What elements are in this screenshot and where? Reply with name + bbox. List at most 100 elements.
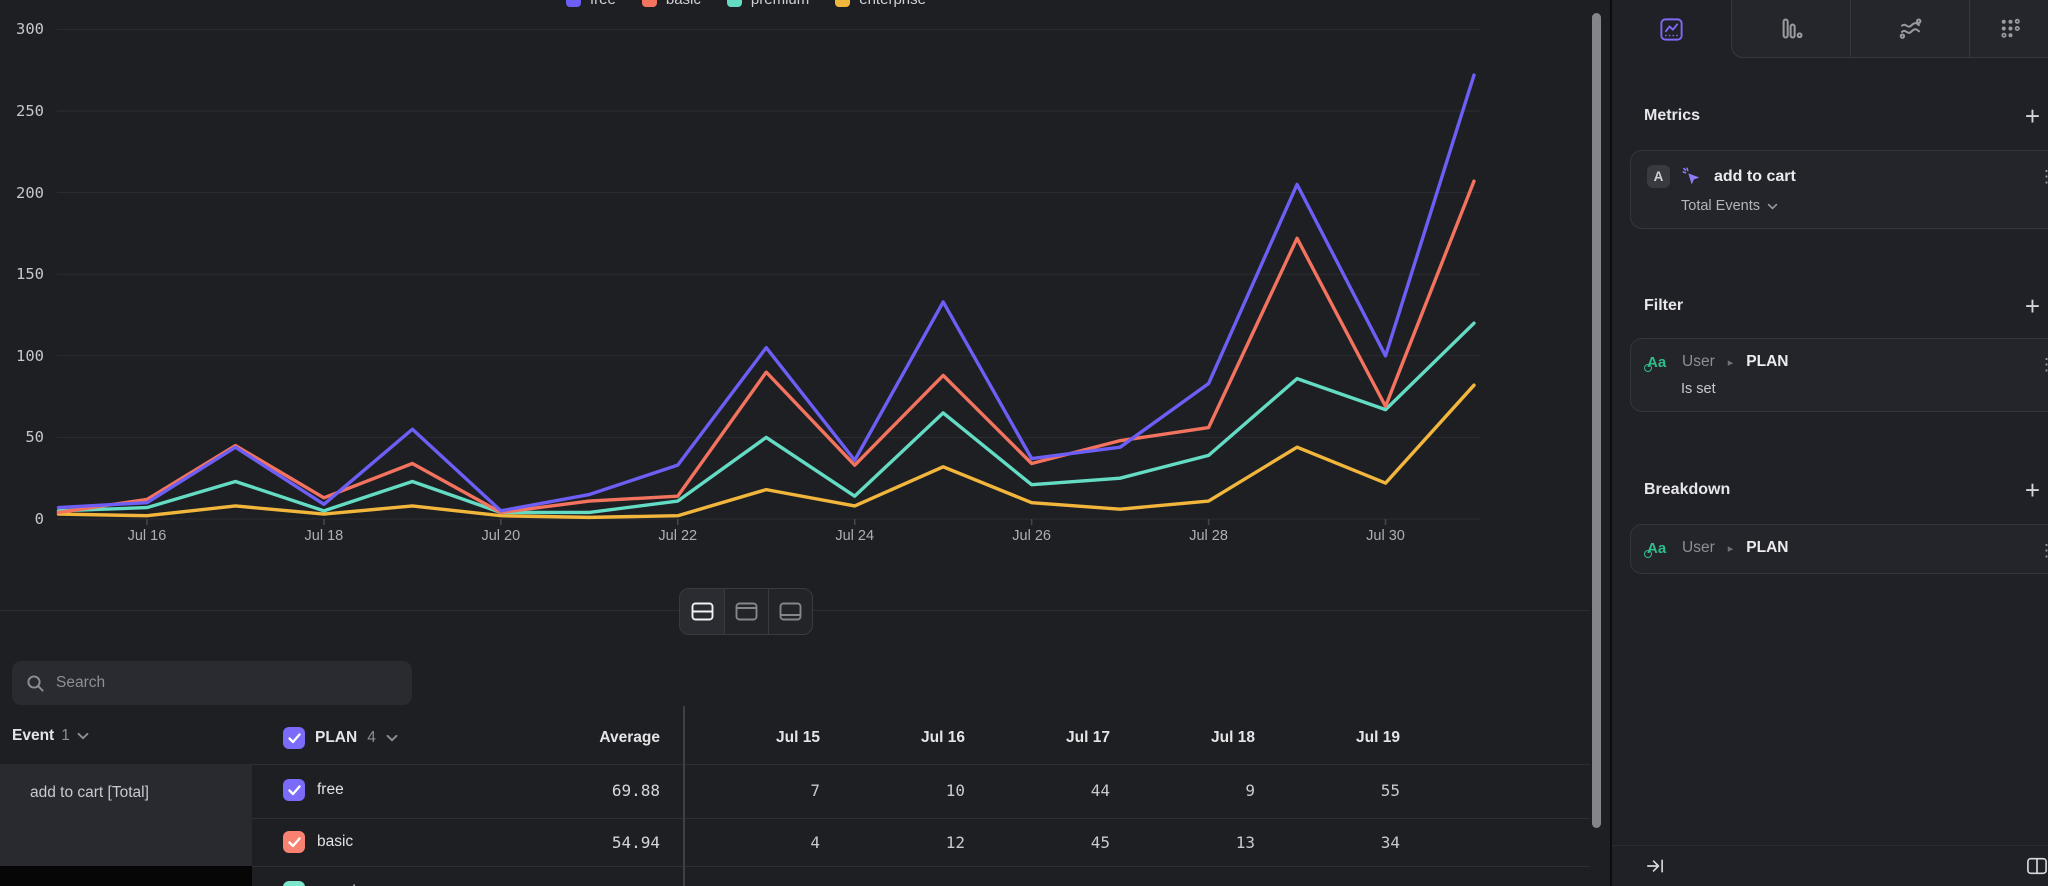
row-divider (252, 818, 1590, 819)
average-column-divider (683, 706, 685, 886)
row-checkbox-free[interactable] (283, 779, 305, 801)
panel-bottom-icon (779, 602, 802, 621)
chevron-down-icon (77, 732, 89, 740)
series-line-basic (56, 179, 1476, 515)
x-axis-tick-label: Jul 28 (1189, 528, 1228, 544)
row-label: premium (317, 883, 377, 886)
search-icon (27, 674, 44, 692)
legend-item-free[interactable]: free (566, 0, 616, 8)
legend-label: free (590, 0, 616, 8)
filter-operator[interactable]: Is set (1681, 381, 2048, 397)
date-column-header: Jul 17 (1066, 729, 1110, 746)
header-divider (0, 764, 1590, 765)
date-column-header: Jul 19 (1356, 729, 1400, 746)
cell-value: 10 (945, 780, 965, 800)
breakdown-scope: User (1682, 539, 1715, 556)
row-label: basic (317, 833, 354, 850)
event-count: 1 (61, 727, 70, 744)
y-axis-tick-label: 200 (16, 183, 44, 202)
line-chart-icon (1660, 17, 1683, 41)
add-metric-button[interactable]: + (2024, 101, 2040, 131)
y-axis-tick-label: 100 (16, 346, 44, 365)
x-axis-tick-label: Jul 22 (658, 528, 698, 544)
check-icon (287, 732, 301, 743)
filter-menu-kebab[interactable]: ⋮ (2038, 355, 2048, 374)
chevron-right-icon: ▸ (1727, 542, 1734, 555)
metrics-title: Metrics (1644, 107, 1701, 124)
y-axis-tick-label: 0 (34, 510, 44, 528)
series-line-enterprise (56, 383, 1476, 520)
cell-value: 7 (810, 780, 820, 800)
event-group-cell[interactable]: add to cart [Total] (0, 764, 252, 866)
cell-value: 44 (1090, 780, 1110, 800)
x-axis-tick-label: Jul 18 (304, 528, 344, 544)
cell-value: 23 (1263, 883, 1408, 886)
row-checkbox-basic[interactable] (283, 831, 305, 853)
check-icon (287, 836, 301, 847)
table-header: Event 1 Average PLAN 4 Jul 15 Jul 16 Jul… (0, 712, 1590, 764)
row-divider (252, 866, 1590, 867)
y-axis-tick-label: 300 (16, 20, 44, 39)
view-split-rows-button[interactable] (680, 589, 724, 634)
aggregation-dropdown[interactable]: Total Events (1681, 198, 2048, 214)
view-chart-top-button[interactable] (724, 589, 768, 634)
table-row[interactable]: premium 33.00 5 7 23 5 23 (252, 867, 1590, 886)
flow-stream-icon (1899, 18, 1921, 39)
legend-label: basic (666, 0, 701, 8)
x-axis-tick-label: Jul 24 (835, 528, 875, 544)
split-columns-icon[interactable] (2026, 856, 2048, 876)
table-row[interactable]: free 69.88 7 10 44 9 55 (252, 765, 1590, 815)
breakdown-section-header: Breakdown + (1644, 477, 2040, 503)
main-panel: free basic premium enterprise 0 50 100 150 2… (0, 0, 1590, 886)
chevron-down-icon (1767, 203, 1778, 210)
plan-count: 4 (367, 729, 376, 746)
plan-header-label: PLAN (315, 729, 358, 746)
metric-menu-kebab[interactable]: ⋮ (2038, 167, 2048, 186)
check-icon (287, 784, 301, 795)
breakdown-property: PLAN (1746, 539, 1789, 556)
row-checkbox-premium[interactable] (283, 881, 305, 886)
sidebar-tabbar (1612, 0, 2048, 58)
search-input[interactable]: Search (12, 661, 412, 705)
text-property-icon: Aa (1644, 354, 1671, 372)
cell-value: 5 (683, 883, 828, 886)
event-column-header[interactable]: Event 1 (12, 727, 89, 745)
metric-card[interactable]: A add to cart Total Events ⋮ (1630, 150, 2048, 229)
legend-item-basic[interactable]: basic (641, 0, 701, 8)
legend-item-enterprise[interactable]: enterprise (835, 0, 926, 8)
table-row[interactable]: basic 54.94 4 12 45 13 34 (252, 817, 1590, 867)
x-axis-tick-label: Jul 16 (127, 528, 167, 544)
date-column-header: Jul 16 (921, 729, 965, 746)
view-table-bottom-button[interactable] (768, 589, 812, 634)
filter-title: Filter (1644, 297, 1684, 314)
tab-bar-chart[interactable] (1731, 0, 1850, 58)
plan-column-header[interactable]: PLAN 4 (252, 727, 683, 749)
group-cell-gap (0, 866, 252, 886)
collapse-panel-icon[interactable] (1646, 857, 1666, 875)
average-column-header: Average (252, 712, 683, 764)
event-header-label: Event (12, 727, 55, 744)
layout-toggle-group (679, 588, 813, 635)
breakdown-menu-kebab[interactable]: ⋮ (2038, 541, 2048, 560)
tab-line-chart[interactable] (1612, 0, 1731, 58)
cell-value: 7 (828, 883, 973, 886)
line-chart[interactable]: 0 50 100 150 200 250 300 Jul 16 Jul 18 Jul 20 Jul … (0, 0, 1590, 560)
series-line-premium (56, 321, 1476, 515)
add-filter-button[interactable]: + (2024, 291, 2040, 321)
y-axis-tick-label: 250 (16, 102, 44, 120)
date-column-header: Jul 18 (1211, 729, 1255, 746)
metric-event-name: add to cart (1714, 167, 1796, 185)
add-breakdown-button[interactable]: + (2024, 475, 2040, 505)
tab-flow-chart[interactable] (1850, 0, 1969, 58)
vertical-scrollbar[interactable] (1592, 13, 1601, 828)
tab-more-charts[interactable] (1969, 0, 2048, 58)
y-axis-tick-label: 50 (25, 428, 44, 447)
filter-card[interactable]: Aa User ▸ PLAN Is set ⋮ (1630, 338, 2048, 412)
row-average: 69.88 (611, 780, 660, 800)
legend-label: premium (751, 0, 809, 8)
chart-legend: free basic premium enterprise (566, 0, 926, 8)
legend-item-premium[interactable]: premium (726, 0, 809, 8)
chevron-down-icon (386, 734, 398, 742)
plan-select-all-checkbox[interactable] (283, 727, 305, 749)
breakdown-card[interactable]: Aa User ▸ PLAN ⋮ (1630, 524, 2048, 574)
